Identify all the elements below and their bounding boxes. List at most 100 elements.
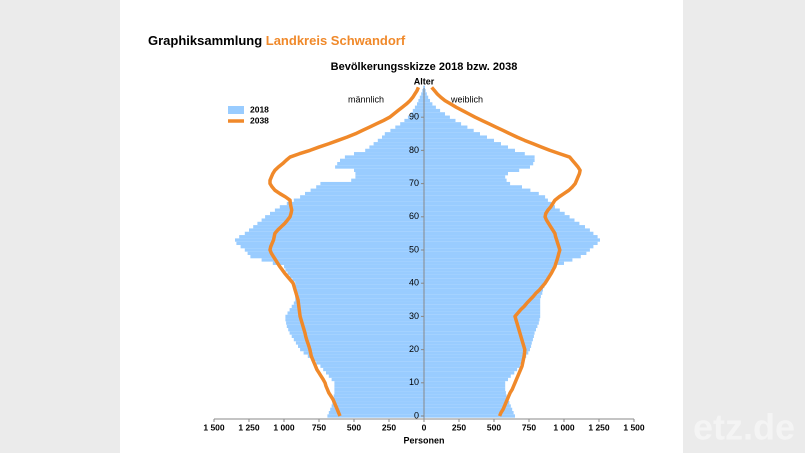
bar [424,344,532,348]
bar [424,152,525,156]
bar [424,171,508,176]
bar [340,158,424,163]
bar [424,231,594,236]
bar [384,132,424,136]
bar [421,92,424,96]
x-tick-label: 1 250 [588,422,610,432]
x-tick-label: 1 500 [623,422,645,432]
bar [328,374,424,378]
bar [320,181,424,186]
bar [424,188,531,192]
bar [424,215,570,219]
x-tick-label: 750 [522,422,536,432]
bar [424,95,429,99]
bar [424,158,535,163]
bar [424,314,541,319]
bar [407,115,424,119]
bar [424,88,426,93]
bar [424,175,506,179]
bar [424,105,436,109]
x-tick-label: 1 250 [238,422,260,432]
bar [424,284,545,289]
bar [424,334,534,338]
bar [354,152,424,156]
bar [424,118,456,123]
bar [240,245,424,249]
y-tick-label: 90 [409,112,419,122]
bar [344,155,424,159]
bar [424,321,539,325]
x-axis-label: Personen [403,435,444,445]
bar [424,374,511,378]
bar [292,278,424,282]
bar [424,112,445,116]
bar [279,205,424,209]
bar [373,142,424,146]
bar [424,271,552,275]
bar [272,261,424,265]
bar [400,122,424,126]
bar [323,367,424,372]
bar [424,102,433,106]
bar [424,294,541,299]
page-title-main: Graphiksammlung [148,33,262,48]
y-tick-label: 0 [414,410,419,420]
bar [424,218,575,222]
bar [424,201,552,206]
bar [424,198,548,202]
bar [236,241,424,246]
bar [424,337,533,342]
bar [316,185,424,189]
bar [424,138,494,143]
bar [293,337,424,342]
page-title: Graphiksammlung Landkreis Schwandorf [148,33,406,48]
bar [270,211,424,216]
bar [424,381,506,385]
bar [424,414,515,418]
bar [424,387,506,392]
bar [334,384,424,388]
bar [424,98,431,103]
bar [424,254,581,259]
x-tick-label: 1 000 [273,422,295,432]
bar [295,284,424,289]
bar [424,221,580,226]
x-tick-label: 250 [382,422,396,432]
bar [334,391,424,395]
bar [289,331,424,335]
bar [424,195,546,199]
bar [331,404,424,408]
bar [424,371,515,375]
bar [307,354,424,358]
bar [312,357,424,362]
bar [424,258,573,262]
bar [274,208,424,212]
bar [288,328,424,332]
bar [424,268,554,272]
bar [414,105,424,109]
bar [424,128,474,133]
legend-label: 2038 [250,115,269,125]
bar [235,238,424,242]
bar [337,162,424,166]
bar [424,181,511,186]
bar [423,85,424,89]
bar [310,188,424,192]
bar [261,258,424,262]
bar [295,298,424,302]
bar [419,95,424,99]
bar [424,238,600,242]
bar [410,112,424,116]
bar [424,341,532,345]
bar [286,321,424,325]
bar [326,371,424,375]
y-tick-label: 40 [409,278,419,288]
bar [287,271,424,275]
bar [250,254,424,259]
bar [424,384,506,388]
bar [295,291,424,295]
bar [328,411,424,415]
bar [331,377,424,382]
bar [424,357,525,362]
bar [424,228,590,232]
